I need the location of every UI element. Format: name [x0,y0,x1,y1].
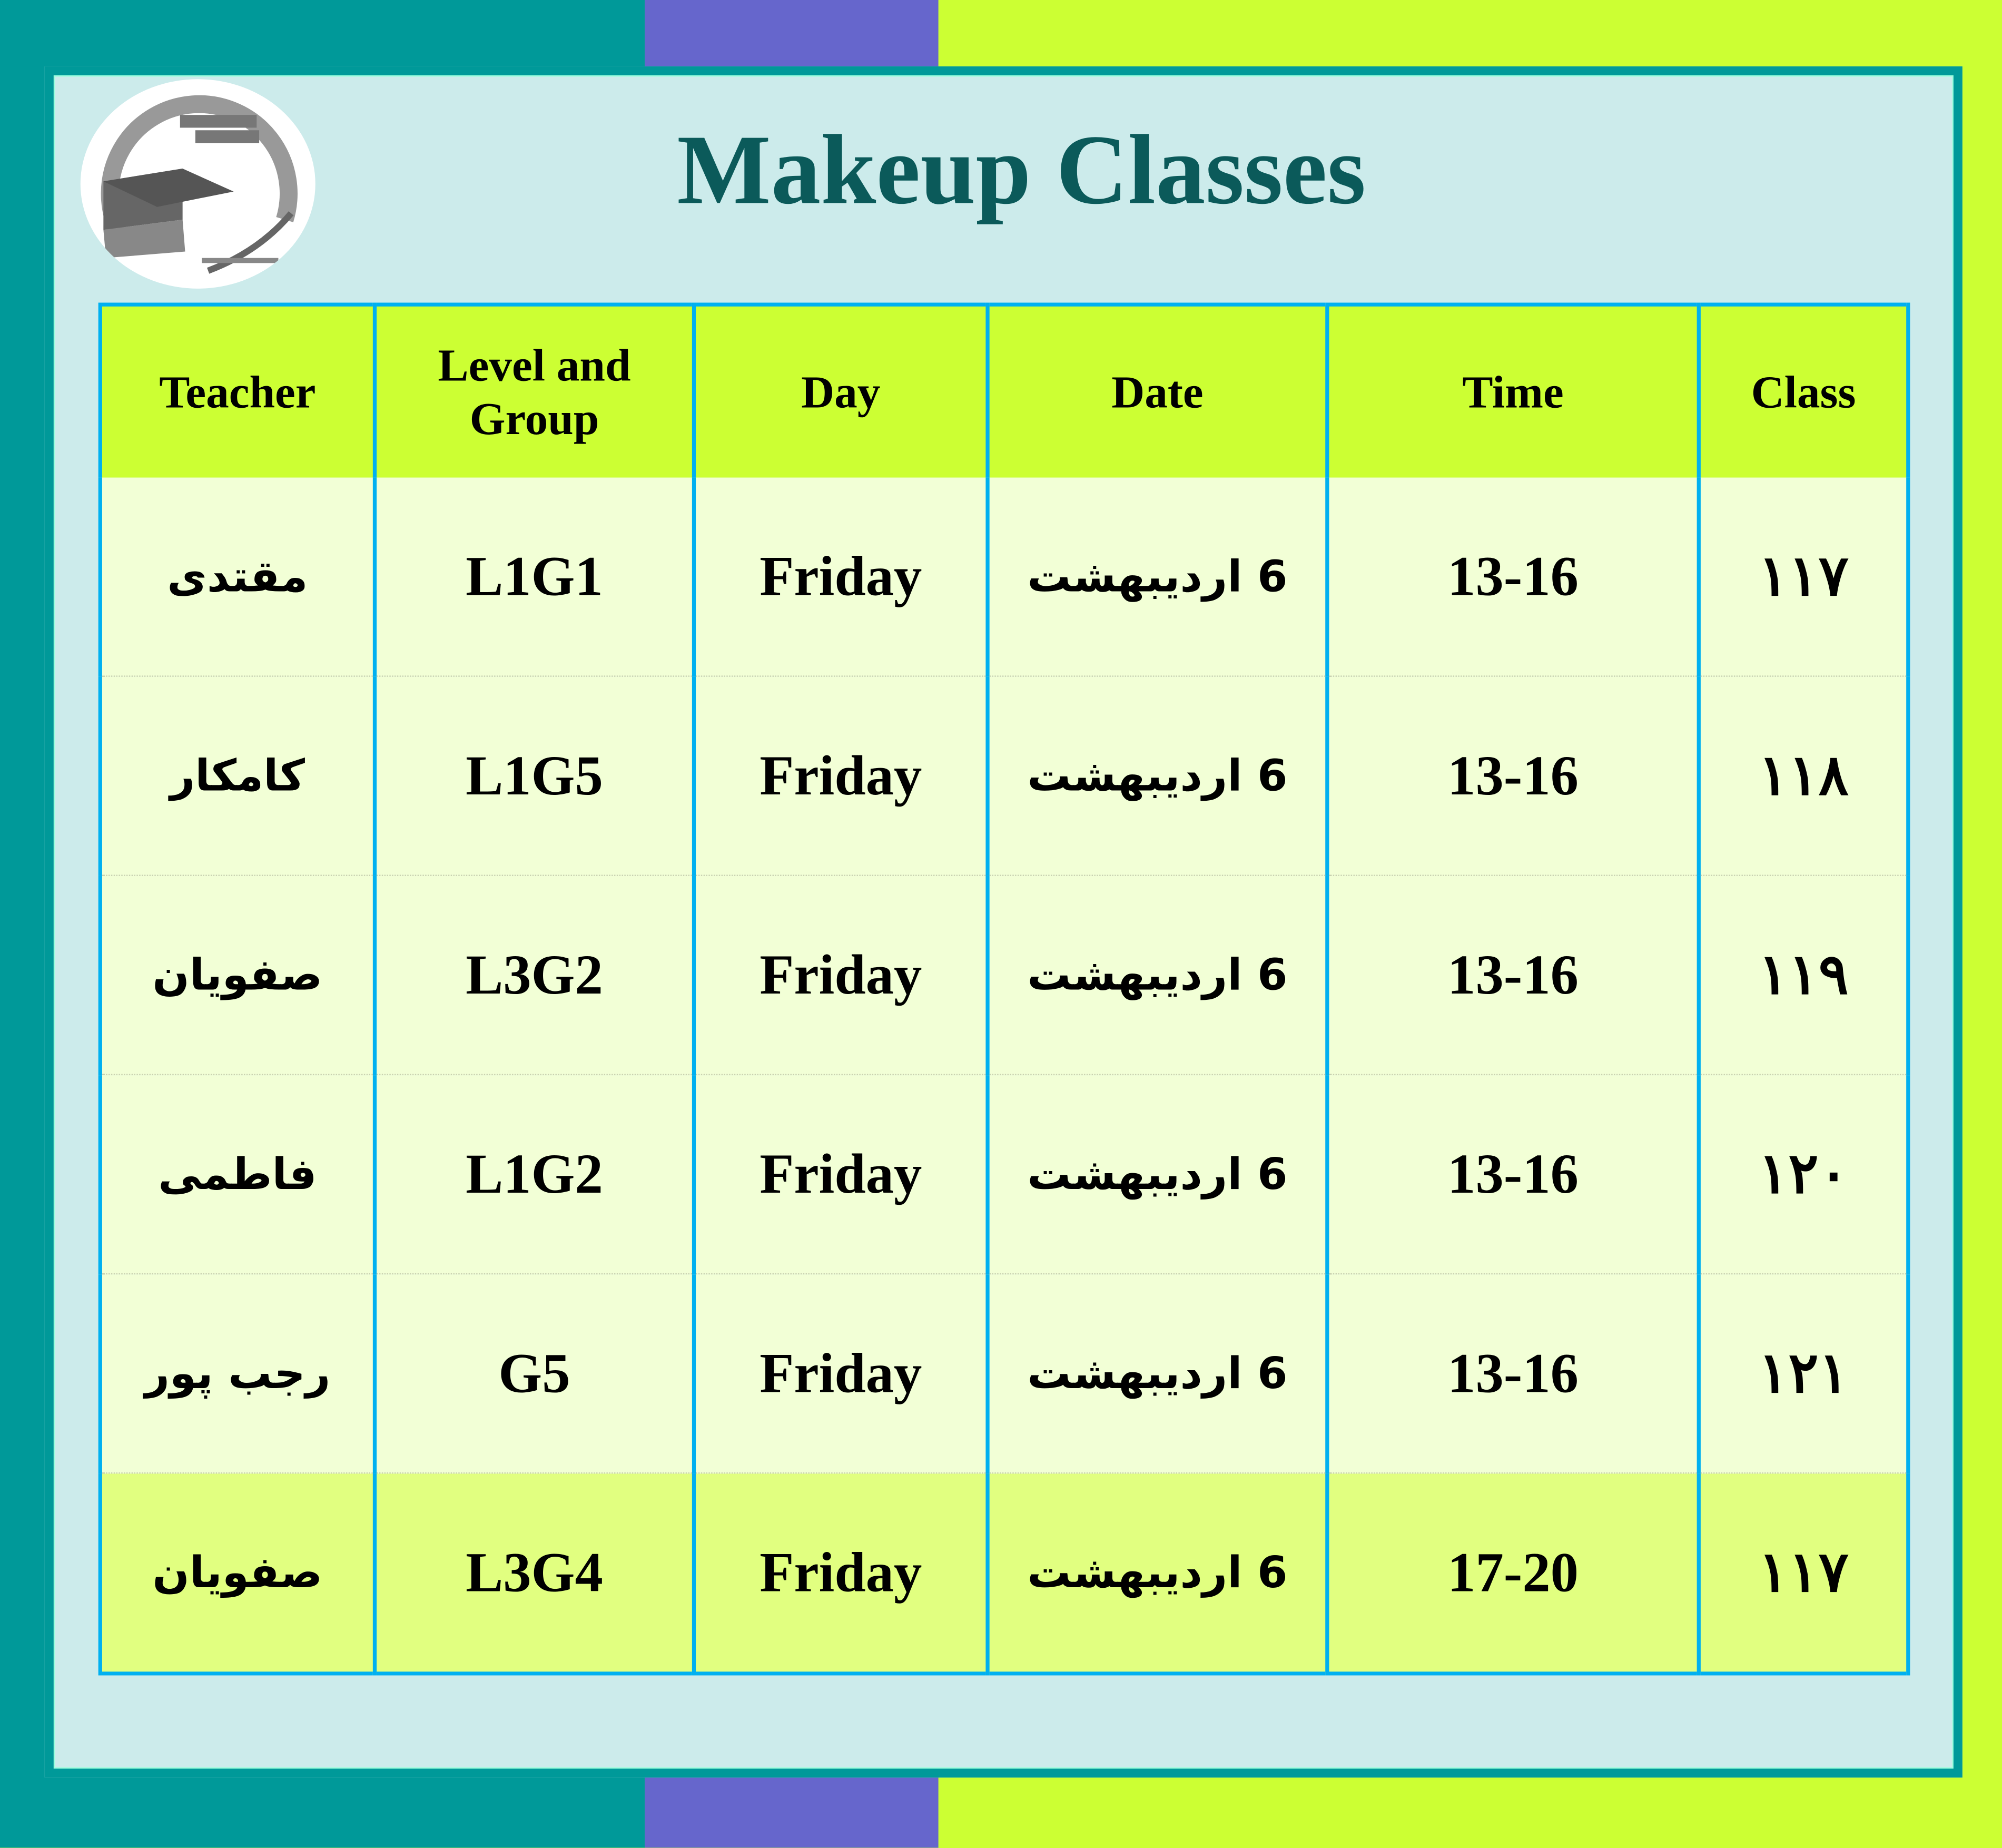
makeup-classes-table: Teacher Level and Group Day Date Time Cl… [98,302,1910,1676]
cell-day: Friday [692,1473,990,1674]
cell-date: 6 اردیبهشت [985,676,1329,876]
header-time: Time [1325,304,1701,478]
table-row: رجب پور G5 Friday 6 اردیبهشت 13-16 ۱۲۱ [98,1274,1910,1474]
page-title: Makeup Classes [677,113,1366,225]
header-day: Day [692,304,990,478]
cell-level-group: L3G4 [372,1473,696,1674]
cell-class: ۱۱۷ [1697,477,1910,677]
cell-level-group: L1G2 [372,1074,696,1275]
cell-teacher: مقتدی [98,477,377,677]
table-row: فاطمی L1G2 Friday 6 اردیبهشت 13-16 ۱۲۰ [98,1074,1910,1275]
cell-date: 6 اردیبهشت [985,477,1329,677]
cell-teacher: رجب پور [98,1274,377,1474]
cell-day: Friday [692,1274,990,1474]
table-row: صفویان L3G2 Friday 6 اردیبهشت 13-16 ۱۱۹ [98,875,1910,1076]
cell-time: 13-16 [1325,477,1701,677]
cell-class: ۱۲۰ [1697,1074,1910,1275]
cell-day: Friday [692,676,990,876]
bg-purple-bottom [645,1768,939,1848]
header-class: Class [1697,304,1910,478]
cell-level-group: L1G1 [372,477,696,677]
header-teacher: Teacher [98,304,377,478]
college-logo [80,79,315,289]
cell-teacher: صفویان [98,1473,377,1674]
cell-time: 13-16 [1325,676,1701,876]
cell-teacher: کامکار [98,676,377,876]
cell-class: ۱۱۷ [1697,1473,1910,1674]
cell-date: 6 اردیبهشت [985,875,1329,1076]
cell-day: Friday [692,1074,990,1275]
table-header-row: Teacher Level and Group Day Date Time Cl… [98,304,1910,478]
cell-date: 6 اردیبهشت [985,1473,1329,1674]
cell-time: 13-16 [1325,875,1701,1076]
cell-teacher: فاطمی [98,1074,377,1275]
cell-time: 13-16 [1325,1274,1701,1474]
cell-time: 17-20 [1325,1473,1701,1674]
cell-class: ۱۱۹ [1697,875,1910,1076]
cell-level-group: G5 [372,1274,696,1474]
cell-teacher: صفویان [98,875,377,1076]
cell-date: 6 اردیبهشت [985,1274,1329,1474]
cell-time: 13-16 [1325,1074,1701,1275]
table-row: کامکار L1G5 Friday 6 اردیبهشت 13-16 ۱۱۸ [98,676,1910,876]
header-level-group: Level and Group [372,304,696,478]
cell-date: 6 اردیبهشت [985,1074,1329,1275]
cell-day: Friday [692,875,990,1076]
cell-level-group: L3G2 [372,875,696,1076]
cell-class: ۱۱۸ [1697,676,1910,876]
table-row: مقتدی L1G1 Friday 6 اردیبهشت 13-16 ۱۱۷ [98,477,1910,677]
bg-purple-top [645,0,939,77]
cell-class: ۱۲۱ [1697,1274,1910,1474]
cell-level-group: L1G5 [372,676,696,876]
table-row: صفویان L3G4 Friday 6 اردیبهشت 17-20 ۱۱۷ [98,1473,1910,1674]
header-date: Date [985,304,1329,478]
cell-day: Friday [692,477,990,677]
